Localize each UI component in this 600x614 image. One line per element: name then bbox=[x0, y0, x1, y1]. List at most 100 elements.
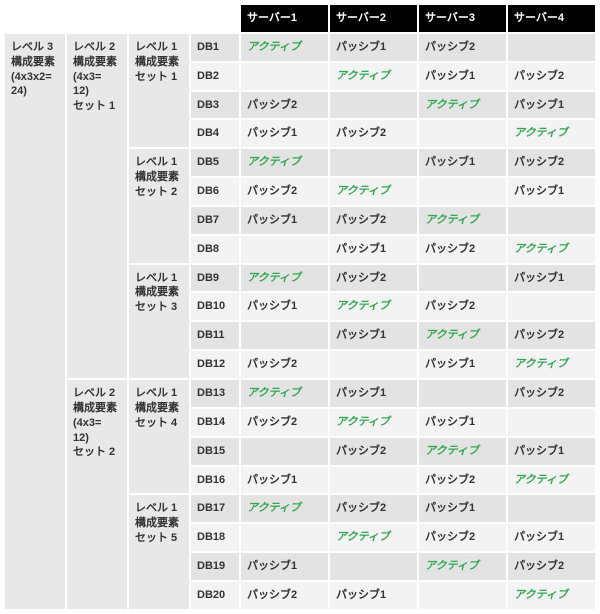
cell-DB10-s2: アクティブ bbox=[329, 292, 418, 321]
cell-DB17-s4 bbox=[507, 494, 596, 523]
level2-label-1: レベル 2 構成要素 (4x3= 12) セット 1 bbox=[66, 33, 128, 379]
header-blank-4 bbox=[190, 4, 240, 33]
cell-DB8-s1 bbox=[240, 235, 329, 264]
cell-DB3-s4: パッシブ1 bbox=[507, 91, 596, 120]
cell-DB5-s4: パッシブ2 bbox=[507, 148, 596, 177]
cell-DB1-s3: パッシブ2 bbox=[418, 33, 507, 62]
cell-DB18-s4: パッシブ1 bbox=[507, 523, 596, 552]
cell-DB12-s4: アクティブ bbox=[507, 350, 596, 379]
cell-DB4-s4: アクティブ bbox=[507, 119, 596, 148]
db-label-DB7: DB7 bbox=[190, 206, 240, 235]
cell-DB16-s4: アクティブ bbox=[507, 466, 596, 495]
cell-DB20-s2: パッシブ1 bbox=[329, 581, 418, 610]
cell-DB2-s4: パッシブ2 bbox=[507, 62, 596, 91]
cell-DB14-s1: パッシブ2 bbox=[240, 408, 329, 437]
db-label-DB17: DB17 bbox=[190, 494, 240, 523]
cell-DB11-s4: パッシブ2 bbox=[507, 321, 596, 350]
db-label-DB11: DB11 bbox=[190, 321, 240, 350]
db-label-DB4: DB4 bbox=[190, 119, 240, 148]
level1-label-1: レベル 1 構成要素 セット 1 bbox=[128, 33, 190, 148]
cell-DB18-s3: パッシブ2 bbox=[418, 523, 507, 552]
cell-DB5-s1: アクティブ bbox=[240, 148, 329, 177]
cell-DB17-s2: パッシブ2 bbox=[329, 494, 418, 523]
cell-DB20-s4: アクティブ bbox=[507, 581, 596, 610]
header-blank-1 bbox=[4, 4, 66, 33]
header-server-2: サーバー2 bbox=[329, 4, 418, 33]
cell-DB15-s4: パッシブ1 bbox=[507, 437, 596, 466]
cell-DB7-s4 bbox=[507, 206, 596, 235]
cell-DB12-s1: パッシブ2 bbox=[240, 350, 329, 379]
db-label-DB14: DB14 bbox=[190, 408, 240, 437]
cell-DB13-s1: アクティブ bbox=[240, 379, 329, 408]
db-label-DB3: DB3 bbox=[190, 91, 240, 120]
cell-DB11-s2: パッシブ1 bbox=[329, 321, 418, 350]
cell-DB1-s1: アクティブ bbox=[240, 33, 329, 62]
level1-label-3: レベル 1 構成要素 セット 3 bbox=[128, 264, 190, 379]
cell-DB14-s4 bbox=[507, 408, 596, 437]
cell-DB9-s2: パッシブ2 bbox=[329, 264, 418, 293]
cell-DB13-s3 bbox=[418, 379, 507, 408]
cell-DB2-s3: パッシブ1 bbox=[418, 62, 507, 91]
header-server-4: サーバー4 bbox=[507, 4, 596, 33]
db-label-DB16: DB16 bbox=[190, 466, 240, 495]
level1-label-5: レベル 1 構成要素 セット 5 bbox=[128, 494, 190, 609]
cell-DB12-s2 bbox=[329, 350, 418, 379]
cell-DB7-s3: アクティブ bbox=[418, 206, 507, 235]
cell-DB9-s4: パッシブ1 bbox=[507, 264, 596, 293]
cell-DB19-s3: アクティブ bbox=[418, 552, 507, 581]
cell-DB18-s1 bbox=[240, 523, 329, 552]
cell-DB11-s1 bbox=[240, 321, 329, 350]
db-label-DB8: DB8 bbox=[190, 235, 240, 264]
level1-label-2: レベル 1 構成要素 セット 2 bbox=[128, 148, 190, 263]
cell-DB16-s2 bbox=[329, 466, 418, 495]
header-blank-3 bbox=[128, 4, 190, 33]
cell-DB5-s2 bbox=[329, 148, 418, 177]
db-label-DB19: DB19 bbox=[190, 552, 240, 581]
cell-DB16-s1: パッシブ1 bbox=[240, 466, 329, 495]
cell-DB19-s2 bbox=[329, 552, 418, 581]
cell-DB4-s1: パッシブ1 bbox=[240, 119, 329, 148]
cell-DB8-s3: パッシブ2 bbox=[418, 235, 507, 264]
cell-DB15-s3: アクティブ bbox=[418, 437, 507, 466]
cell-DB6-s3 bbox=[418, 177, 507, 206]
cell-DB19-s4: パッシブ2 bbox=[507, 552, 596, 581]
cell-DB6-s1: パッシブ2 bbox=[240, 177, 329, 206]
cell-DB9-s3 bbox=[418, 264, 507, 293]
db-label-DB2: DB2 bbox=[190, 62, 240, 91]
cell-DB2-s1 bbox=[240, 62, 329, 91]
cell-DB17-s3: パッシブ1 bbox=[418, 494, 507, 523]
cell-DB5-s3: パッシブ1 bbox=[418, 148, 507, 177]
db-label-DB12: DB12 bbox=[190, 350, 240, 379]
dag-layout-table: サーバー1サーバー2サーバー3サーバー4レベル 3 構成要素 (4x3x2= 2… bbox=[4, 4, 596, 610]
db-label-DB9: DB9 bbox=[190, 264, 240, 293]
cell-DB11-s3: アクティブ bbox=[418, 321, 507, 350]
cell-DB1-s2: パッシブ1 bbox=[329, 33, 418, 62]
cell-DB14-s3: パッシブ1 bbox=[418, 408, 507, 437]
cell-DB10-s3: パッシブ2 bbox=[418, 292, 507, 321]
cell-DB8-s4: アクティブ bbox=[507, 235, 596, 264]
cell-DB10-s4 bbox=[507, 292, 596, 321]
header-blank-2 bbox=[66, 4, 128, 33]
cell-DB18-s2: アクティブ bbox=[329, 523, 418, 552]
db-label-DB6: DB6 bbox=[190, 177, 240, 206]
cell-DB3-s3: アクティブ bbox=[418, 91, 507, 120]
cell-DB3-s1: パッシブ2 bbox=[240, 91, 329, 120]
cell-DB7-s1: パッシブ1 bbox=[240, 206, 329, 235]
cell-DB13-s4: パッシブ2 bbox=[507, 379, 596, 408]
cell-DB14-s2: アクティブ bbox=[329, 408, 418, 437]
cell-DB16-s3: パッシブ2 bbox=[418, 466, 507, 495]
cell-DB9-s1: アクティブ bbox=[240, 264, 329, 293]
db-label-DB1: DB1 bbox=[190, 33, 240, 62]
level1-label-4: レベル 1 構成要素 セット 4 bbox=[128, 379, 190, 494]
cell-DB20-s1: パッシブ2 bbox=[240, 581, 329, 610]
db-label-DB10: DB10 bbox=[190, 292, 240, 321]
cell-DB6-s2: アクティブ bbox=[329, 177, 418, 206]
cell-DB15-s1 bbox=[240, 437, 329, 466]
db-label-DB20: DB20 bbox=[190, 581, 240, 610]
header-server-3: サーバー3 bbox=[418, 4, 507, 33]
db-label-DB18: DB18 bbox=[190, 523, 240, 552]
db-label-DB5: DB5 bbox=[190, 148, 240, 177]
cell-DB1-s4 bbox=[507, 33, 596, 62]
cell-DB6-s4: パッシブ1 bbox=[507, 177, 596, 206]
cell-DB20-s3 bbox=[418, 581, 507, 610]
